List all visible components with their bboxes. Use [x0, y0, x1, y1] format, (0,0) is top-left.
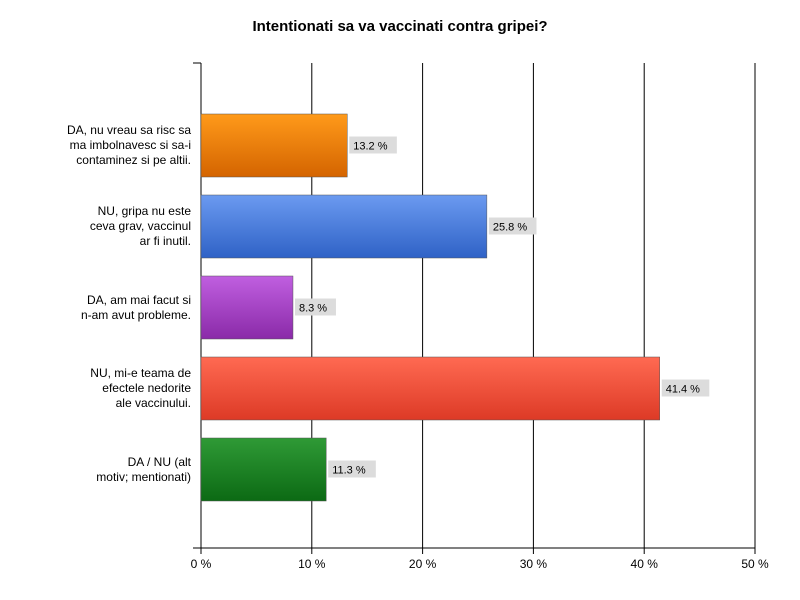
x-tick-label: 40 %: [631, 557, 659, 571]
category-label-line: NU, mi-e teama de: [90, 366, 191, 380]
data-label-bg: [488, 217, 537, 235]
category-label-line: NU, gripa nu este: [97, 204, 191, 218]
x-tick-label: 50 %: [741, 557, 769, 571]
category-label-line: efectele nedorite: [102, 381, 191, 395]
category-label-line: ma imbolnavesc si sa-i: [69, 138, 191, 152]
bar: [200, 356, 660, 421]
x-tick-label: 10 %: [298, 557, 326, 571]
category-label: NU, gripa nu este ceva grav, vaccinul ar f…: [21, 204, 191, 249]
category-label-line: DA, nu vreau sa risc sa: [66, 123, 191, 137]
data-label: 13.2 %: [353, 141, 387, 153]
category-label-line: DA / NU (alt: [127, 454, 191, 469]
category-label: DA, am mai facut si n-am avut probleme.: [21, 293, 191, 323]
chart-title: Intentionati sa va vaccinati contra grip…: [252, 18, 548, 35]
x-tick-label: 0 %: [191, 557, 212, 571]
category-label: DA / NU (alt motiv; mentionati): [21, 455, 191, 485]
data-label-bg: [294, 298, 336, 316]
category-label-line: ar fi inutil.: [139, 234, 191, 248]
category-label-line: motiv; mentionati): [96, 469, 191, 484]
data-label: 41.4 %: [666, 384, 700, 396]
data-label-bg: [349, 136, 397, 154]
data-label: 25.8 %: [493, 222, 527, 234]
bar: [200, 275, 294, 340]
category-label-line: ceva grav, vaccinul: [89, 219, 191, 233]
category-label: DA, nu vreau sa risc sa ma imbolnavesc si…: [21, 123, 191, 168]
x-tick-label: 30 %: [520, 557, 548, 571]
category-label-line: contaminez si pe altii.: [76, 153, 191, 167]
category-label-line: ale vaccinului.: [115, 396, 191, 410]
category-label-line: n-am avut probleme.: [80, 307, 191, 322]
bar: [200, 194, 488, 259]
bar: [200, 437, 327, 502]
category-label: NU, mi-e teama de efectele nedorite ale va…: [21, 366, 191, 411]
x-tick-label: 20 %: [409, 557, 437, 571]
bar: [200, 113, 348, 178]
data-label: 11.3 %: [332, 465, 366, 477]
category-label-line: DA, am mai facut si: [86, 292, 191, 307]
data-label-bg: [328, 460, 376, 478]
data-label: 8.3 %: [299, 303, 327, 315]
data-label-bg: [661, 379, 710, 397]
